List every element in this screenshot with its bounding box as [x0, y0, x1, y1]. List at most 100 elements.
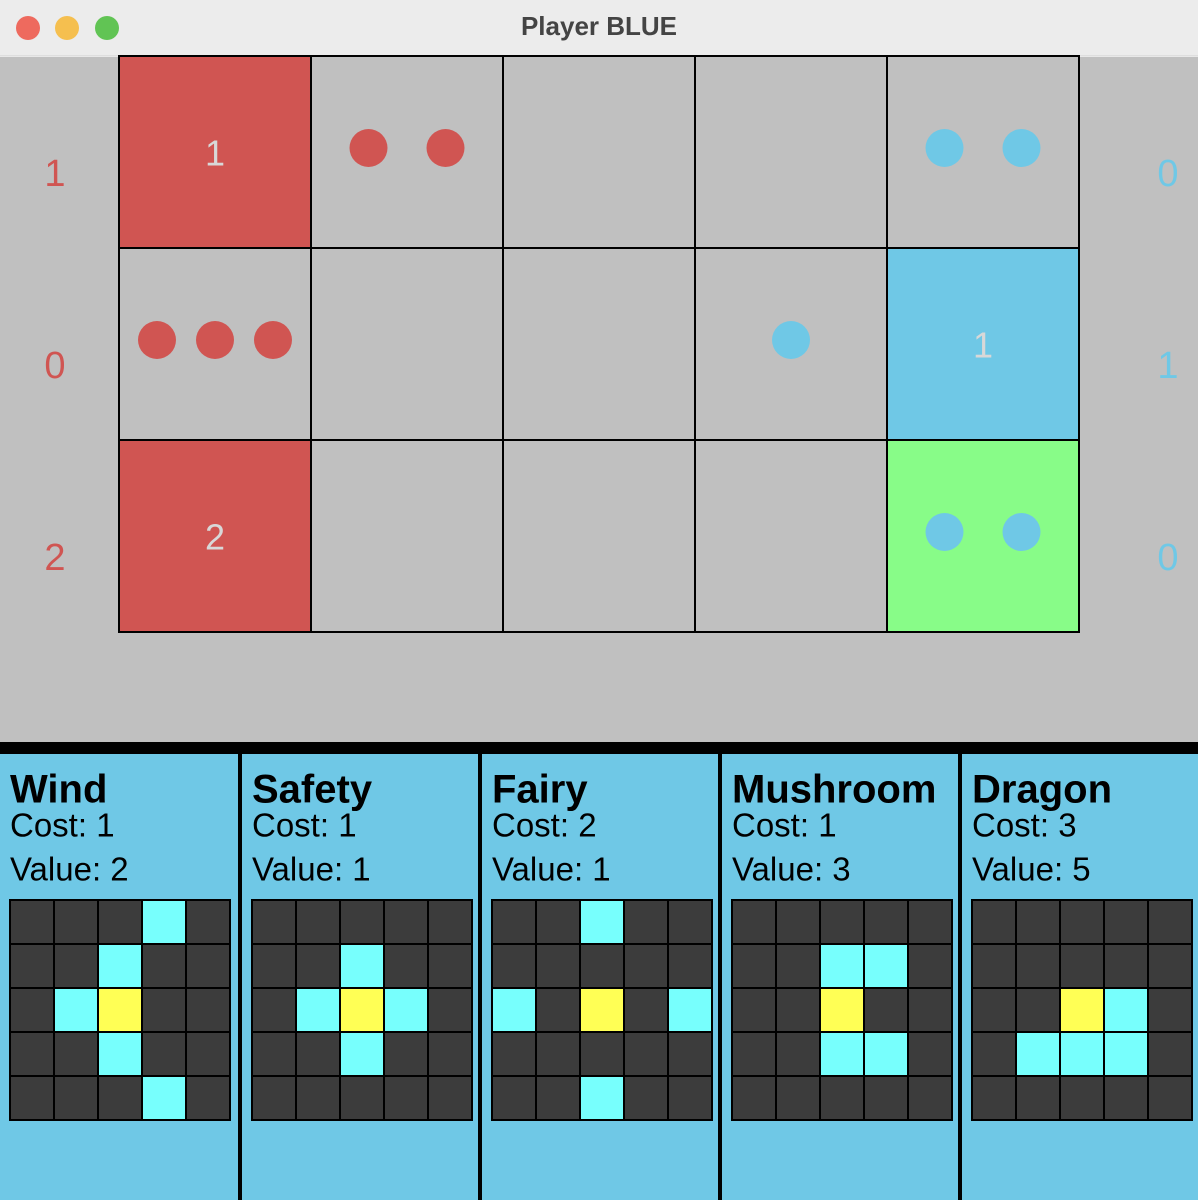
piece [426, 129, 465, 167]
pattern-cell [1015, 899, 1061, 945]
pattern-cell [1015, 943, 1061, 989]
pattern-cell [579, 1031, 625, 1077]
board-cell[interactable] [118, 439, 312, 633]
board-cell[interactable] [502, 55, 696, 249]
row-score: 2 [44, 537, 65, 579]
cell-label: 1 [205, 133, 225, 174]
pattern-cell [1103, 1075, 1149, 1121]
pattern-cell [141, 1031, 187, 1077]
pattern-cell [775, 987, 821, 1033]
pattern-cell [427, 899, 473, 945]
pattern-cell [339, 943, 385, 989]
board-cell[interactable] [310, 439, 504, 633]
pattern-cell [97, 1075, 143, 1121]
zoom-button[interactable] [95, 16, 119, 40]
pattern-cell [535, 943, 581, 989]
pattern-cell [383, 987, 429, 1033]
minimize-button[interactable] [55, 16, 79, 40]
pattern-cell [579, 987, 625, 1033]
pattern-cell [491, 899, 537, 945]
row-score: 0 [1157, 153, 1178, 195]
card-name: Wind [10, 768, 107, 812]
close-button[interactable] [16, 16, 40, 40]
pattern-cell [1147, 1031, 1193, 1077]
pattern-cell [1103, 899, 1149, 945]
pattern-cell [1147, 1075, 1193, 1121]
pattern-cell [97, 1031, 143, 1077]
pattern-cell [1147, 899, 1193, 945]
pattern-cell [907, 943, 953, 989]
pattern-cell [731, 943, 777, 989]
pattern-cell [819, 1075, 865, 1121]
pattern-cell [819, 899, 865, 945]
pattern-cell [775, 1075, 821, 1121]
pattern-cell [141, 987, 187, 1033]
pattern-cell [775, 899, 821, 945]
pattern-cell [623, 1075, 669, 1121]
piece [138, 321, 176, 359]
card-value: Value: 1 [492, 851, 611, 888]
board-cell[interactable] [886, 55, 1080, 249]
pattern-cell [819, 987, 865, 1033]
card-name: Fairy [492, 768, 588, 812]
pattern-cell [907, 1031, 953, 1077]
pattern-cell [97, 987, 143, 1033]
pattern-cell [339, 987, 385, 1033]
board-cell[interactable] [694, 439, 888, 633]
pattern-cell [623, 899, 669, 945]
pattern-cell [863, 943, 909, 989]
pattern-cell [295, 1031, 341, 1077]
pattern-cell [185, 899, 231, 945]
pattern-cell [9, 899, 55, 945]
pattern-cell [185, 1075, 231, 1121]
piece [772, 321, 810, 359]
pattern-cell [971, 1075, 1017, 1121]
card-cost: Cost: 1 [252, 807, 357, 844]
pattern-cell [295, 899, 341, 945]
pattern-cell [383, 1031, 429, 1077]
pattern-cell [339, 899, 385, 945]
pattern-cell [97, 943, 143, 989]
board-cell[interactable] [502, 439, 696, 633]
pattern-cell [863, 1075, 909, 1121]
pattern-cell [1103, 943, 1149, 989]
card-cost: Cost: 3 [972, 807, 1077, 844]
pattern-cell [53, 943, 99, 989]
pattern-cell [427, 1031, 473, 1077]
pattern-cell [9, 1031, 55, 1077]
pattern-cell [1015, 1031, 1061, 1077]
pattern-cell [535, 899, 581, 945]
board-cell[interactable] [310, 55, 504, 249]
pattern-cell [251, 1075, 297, 1121]
pattern-cell [775, 943, 821, 989]
piece [349, 129, 388, 167]
card-value: Value: 2 [10, 851, 129, 888]
pattern-cell [1147, 987, 1193, 1033]
pattern-cell [1103, 1031, 1149, 1077]
pattern-cell [251, 987, 297, 1033]
pattern-cell [863, 1031, 909, 1077]
pattern-cell [971, 899, 1017, 945]
board-cell[interactable] [694, 55, 888, 249]
card-value: Value: 3 [732, 851, 851, 888]
pattern-cell [185, 1031, 231, 1077]
pattern-cell [623, 1031, 669, 1077]
pattern-cell [97, 899, 143, 945]
pattern-cell [1015, 987, 1061, 1033]
pattern-cell [251, 899, 297, 945]
pattern-cell [907, 899, 953, 945]
board-cell[interactable] [310, 247, 504, 441]
pattern-cell [667, 987, 713, 1033]
pattern-cell [667, 943, 713, 989]
piece [196, 321, 234, 359]
board-cell[interactable] [886, 247, 1080, 441]
piece [1002, 513, 1041, 551]
pattern-cell [579, 1075, 625, 1121]
pattern-cell [731, 1075, 777, 1121]
pattern-cell [579, 943, 625, 989]
cell-label: 2 [205, 517, 225, 558]
pattern-cell [295, 943, 341, 989]
board-cell[interactable] [502, 247, 696, 441]
row-score: 0 [44, 345, 65, 387]
board-cell[interactable] [886, 439, 1080, 633]
